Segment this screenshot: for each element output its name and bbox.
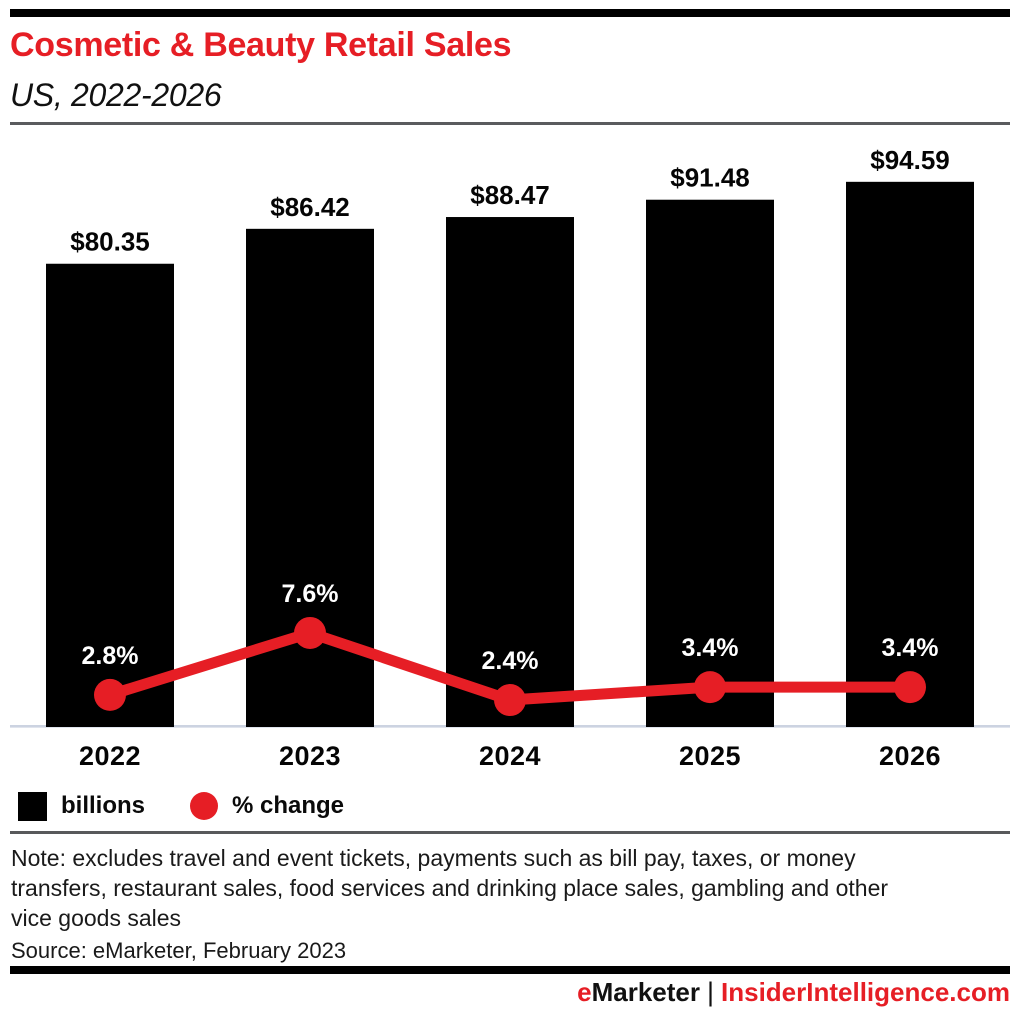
brand-marketer: Marketer bbox=[591, 977, 700, 1007]
billions-legend-swatch-icon bbox=[18, 791, 47, 821]
pct-label: 3.4% bbox=[682, 634, 739, 662]
line-dot-2022 bbox=[94, 678, 126, 711]
chart: $80.35 $86.42 $88.47 $91.48 $94.59 2.8% 7.6% 2.… bbox=[0, 130, 1020, 778]
brand-footer: eMarketer | InsiderIntelligence.com bbox=[577, 977, 1010, 1008]
bar-2026 bbox=[846, 181, 974, 727]
billions-legend-label: billions bbox=[61, 792, 145, 819]
x-axis-label: 2022 bbox=[79, 741, 141, 771]
source-text: Source: eMarketer, February 2023 bbox=[11, 938, 347, 963]
bar-2025 bbox=[646, 199, 774, 727]
pct-label: 7.6% bbox=[282, 580, 339, 608]
note-line-3: vice goods sales bbox=[11, 905, 182, 931]
bar-value-label: $86.42 bbox=[270, 192, 350, 222]
bar-2024 bbox=[446, 217, 574, 727]
note-line-1: Note: excludes travel and event tickets,… bbox=[11, 845, 856, 871]
header-divider bbox=[10, 122, 1010, 125]
pct-change-legend-swatch-icon bbox=[190, 792, 218, 820]
note-text: Note: excludes travel and event tickets,… bbox=[11, 843, 888, 933]
line-dot-2025 bbox=[694, 671, 726, 704]
line-dot-2026 bbox=[894, 671, 926, 704]
pct-change-legend-label: % change bbox=[232, 792, 345, 819]
bar-value-label: $80.35 bbox=[70, 227, 150, 257]
pct-label: 2.8% bbox=[82, 642, 139, 670]
legend-divider bbox=[10, 831, 1010, 834]
x-axis-label: 2023 bbox=[279, 741, 341, 771]
pct-label: 2.4% bbox=[482, 647, 539, 675]
bar-value-label: $91.48 bbox=[670, 163, 750, 193]
line-dot-2024 bbox=[494, 684, 526, 717]
brand-e: e bbox=[577, 977, 592, 1007]
footer-black-rule bbox=[10, 966, 1010, 974]
combo-chart-svg: $80.35 $86.42 $88.47 $91.48 $94.59 2.8% 7.6% 2.… bbox=[10, 145, 1010, 771]
bar-value-label: $94.59 bbox=[870, 145, 950, 175]
page-subtitle: US, 2022-2026 bbox=[10, 77, 222, 113]
x-axis-label: 2024 bbox=[479, 741, 541, 771]
x-axis-label: 2025 bbox=[679, 741, 741, 771]
line-dot-2023 bbox=[294, 616, 326, 649]
bar-value-label: $88.47 bbox=[470, 180, 550, 210]
page-title: Cosmetic & Beauty Retail Sales bbox=[10, 26, 512, 64]
brand-site: InsiderIntelligence.com bbox=[721, 977, 1010, 1007]
x-axis-label: 2026 bbox=[879, 741, 941, 771]
pct-label: 3.4% bbox=[882, 634, 939, 662]
bar-2022 bbox=[46, 263, 174, 727]
chart-legend: billions % change bbox=[18, 791, 344, 821]
note-line-2: transfers, restaurant sales, food servic… bbox=[11, 875, 889, 901]
brand-separator: | bbox=[707, 977, 715, 1007]
top-black-rule bbox=[10, 9, 1010, 17]
